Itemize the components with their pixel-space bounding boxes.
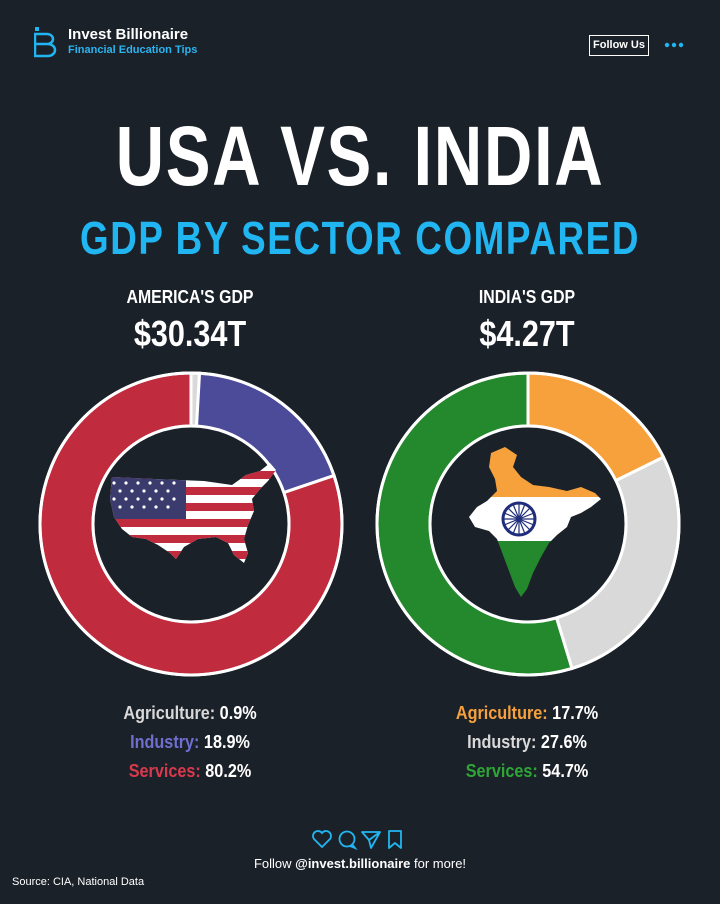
india-legend-value: 27.6% [536, 732, 587, 752]
page-subtitle: GDP BY SECTOR COMPARED [79, 212, 641, 264]
india-legend-row: Services: 54.7% [410, 757, 644, 786]
brand-name: Invest Billionaire [68, 26, 189, 43]
india-legend-value: 17.7% [547, 703, 599, 723]
usa-gdp-donut-chart [38, 371, 344, 677]
usa-legend-label: Agriculture: [123, 703, 216, 723]
usa-outer-ring [38, 371, 344, 677]
usa-legend-value: 80.2% [200, 761, 252, 781]
india-gdp-label: INDIA'S GDP [478, 287, 576, 307]
share-icon[interactable] [361, 831, 381, 849]
follow-line: Follow @invest.billionaire for more! [0, 856, 720, 871]
follow-button[interactable]: Follow Us [589, 35, 649, 56]
india-legend-row: Industry: 27.6% [410, 728, 644, 757]
india-legend-label: Agriculture: [455, 703, 548, 723]
heart-icon[interactable] [312, 830, 332, 849]
social-icons [312, 830, 402, 850]
usa-legend-label: Industry: [130, 732, 200, 752]
india-legend-label: Services: [465, 761, 538, 781]
brand-logo-icon [34, 27, 57, 58]
india-outer-ring [375, 371, 681, 677]
usa-legend-label: Services: [128, 761, 201, 781]
usa-gdp-label: AMERICA'S GDP [126, 287, 254, 307]
india-gdp-value: $4.27T [479, 313, 575, 354]
india-legend: Agriculture: 17.7% Industry: 27.6% Service… [397, 699, 657, 786]
usa-legend-value: 0.9% [215, 703, 257, 723]
usa-legend-row: Services: 80.2% [73, 757, 307, 786]
brand: Invest Billionaire Financial Education T… [34, 26, 197, 58]
brand-text: Invest Billionaire Financial Education T… [68, 27, 197, 57]
follow-suffix: for more! [410, 856, 467, 871]
usa-legend-value: 18.9% [199, 732, 250, 752]
usa-legend: Agriculture: 0.9% Industry: 18.9% Services… [60, 699, 320, 786]
india-gdp-donut-chart [375, 371, 681, 677]
page-title: USA VS. INDIA [115, 109, 605, 203]
india-legend-label: Industry: [467, 732, 537, 752]
brand-tagline: Financial Education Tips [68, 44, 198, 56]
source-note: Source: CIA, National Data [12, 876, 145, 888]
more-dots-icon[interactable] [664, 38, 684, 52]
usa-legend-row: Industry: 18.9% [73, 728, 307, 757]
india-legend-row: Agriculture: 17.7% [410, 699, 644, 728]
usa-gdp-value: $30.34T [133, 313, 247, 354]
handle-link[interactable]: @invest.billionaire [295, 856, 411, 871]
india-legend-value: 54.7% [537, 761, 589, 781]
bookmark-icon[interactable] [388, 830, 402, 849]
comment-icon[interactable] [338, 830, 358, 850]
follow-prefix: Follow [253, 856, 296, 871]
usa-legend-row: Agriculture: 0.9% [73, 699, 307, 728]
